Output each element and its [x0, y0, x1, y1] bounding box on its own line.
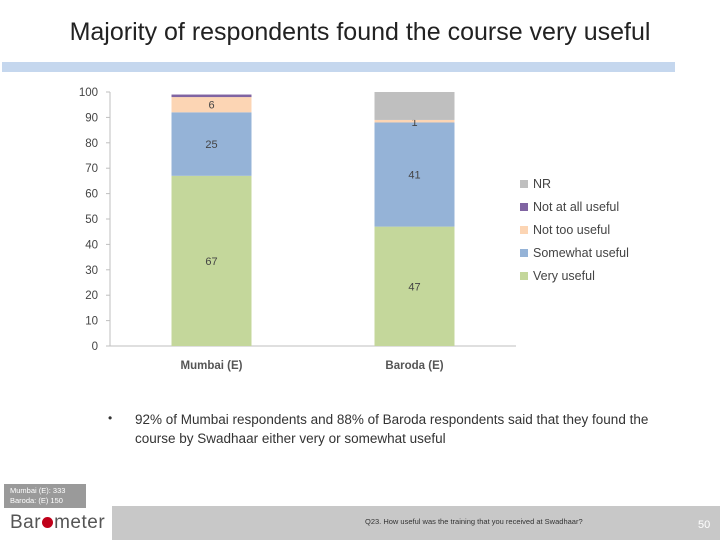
stacked-bar-chart: 0 10 20 30 40 50 60 70 80 90 100 67 25 6 Mumbai (E) 47 4…	[79, 87, 629, 372]
legend-swatch	[520, 226, 528, 234]
summary-note: 92% of Mumbai respondents and 88% of Bar…	[135, 412, 649, 446]
logo-text-suffix: meter	[54, 512, 106, 533]
bar-segment	[171, 112, 252, 176]
data-label: 25	[205, 139, 217, 151]
bar-segment	[171, 94, 252, 98]
y-tick-label: 80	[85, 138, 98, 150]
logo-text-prefix: Bar	[10, 512, 42, 533]
legend-label: Not at all useful	[533, 200, 619, 214]
bar-segment	[374, 119, 455, 123]
y-tick-label: 90	[85, 112, 98, 124]
data-label: 6	[208, 100, 214, 112]
sample-size-box: Mumbai (E): 333 Baroda: (E) 150	[4, 484, 86, 508]
data-label: 1	[411, 117, 417, 129]
y-tick-label: 50	[85, 214, 98, 226]
y-tick-label: 10	[85, 316, 98, 328]
bullet-icon: •	[108, 411, 113, 425]
legend-swatch	[520, 180, 528, 188]
legend-label: NR	[533, 177, 551, 191]
data-label: 67	[205, 256, 217, 268]
x-tick-label: Mumbai (E)	[181, 360, 243, 372]
y-tick-label: 60	[85, 189, 98, 201]
footer-logo-area	[0, 506, 112, 540]
logo-dot-icon	[42, 517, 54, 528]
y-tick-label: 100	[79, 87, 98, 99]
page-number: 50	[698, 519, 711, 531]
barometer-logo: Bar meter	[10, 512, 105, 534]
data-label: 41	[408, 170, 420, 182]
y-tick-label: 70	[85, 163, 98, 175]
bar-segment	[171, 97, 252, 113]
bar-segment	[374, 226, 455, 346]
footer-bar	[0, 506, 720, 540]
legend-swatch	[520, 272, 528, 280]
y-tick-label: 40	[85, 239, 98, 251]
legend-swatch	[520, 203, 528, 211]
y-tick-label: 0	[92, 341, 98, 353]
bar-segment	[374, 92, 455, 120]
survey-question: Q23. How useful was the training that yo…	[365, 517, 583, 526]
bar-segment	[171, 175, 252, 346]
legend-label: Somewhat useful	[533, 246, 629, 260]
legend-label: Very useful	[533, 269, 595, 283]
title-underline-bar	[2, 62, 675, 72]
legend-label: Not too useful	[533, 223, 610, 237]
x-tick-label: Baroda (E)	[385, 360, 443, 372]
y-tick-label: 30	[85, 265, 98, 277]
legend-swatch	[520, 249, 528, 257]
sample-mumbai: Mumbai (E): 333	[10, 486, 66, 495]
bar-segment	[374, 122, 455, 227]
y-tick-label: 20	[85, 290, 98, 302]
sample-baroda: Baroda: (E) 150	[10, 496, 63, 505]
data-label: 47	[408, 281, 420, 293]
slide-title: Majority of respondents found the course…	[69, 18, 651, 46]
